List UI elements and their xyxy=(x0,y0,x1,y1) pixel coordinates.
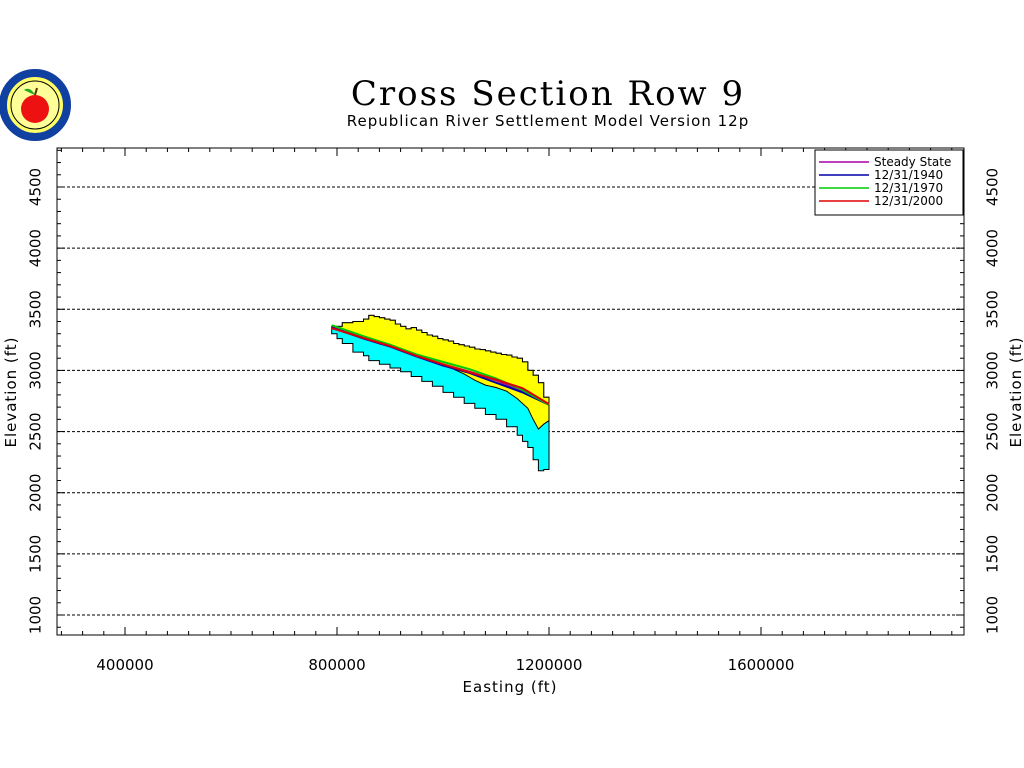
legend-label-2: 12/31/1940 xyxy=(874,168,943,182)
y-tick-label-left: 4000 xyxy=(27,229,45,267)
y-tick-label-right: 2500 xyxy=(984,412,1002,450)
legend-box xyxy=(814,149,964,216)
legend: Steady State12/31/194012/31/197012/31/20… xyxy=(814,149,964,216)
seal-logo-icon xyxy=(0,69,71,141)
plot-area: 1000 1000 1500 1500 2000 2000 2500 2500 3000 3000… xyxy=(27,147,1002,674)
legend-label-1: Steady State xyxy=(874,155,951,169)
y-tick-label-left: 2500 xyxy=(27,412,45,450)
plot-frame xyxy=(56,147,965,636)
chart-subtitle: Republican River Settlement Model Versio… xyxy=(347,112,749,130)
y-tick-label-right: 3500 xyxy=(984,290,1002,328)
y-tick-label-right: 4000 xyxy=(984,229,1002,267)
x-tick-label: 400000 xyxy=(96,656,153,674)
x-tick-label: 800000 xyxy=(308,656,365,674)
y-tick-label-left: 2000 xyxy=(27,474,45,512)
y-tick-label-left: 4500 xyxy=(27,168,45,206)
x-tick-label: 1200000 xyxy=(516,656,583,674)
y-tick-label-right: 1500 xyxy=(984,535,1002,573)
legend-label-4: 12/31/2000 xyxy=(874,194,943,208)
y-tick-label-left: 3500 xyxy=(27,290,45,328)
legend-label-3: 12/31/1970 xyxy=(874,181,943,195)
x-tick-label: 1600000 xyxy=(728,656,795,674)
y-tick-label-right: 2000 xyxy=(984,474,1002,512)
y-tick-label-right: 4500 xyxy=(984,168,1002,206)
x-axis-label: Easting (ft) xyxy=(463,678,558,696)
y-tick-label-left: 1000 xyxy=(27,596,45,634)
y-tick-label-left: 1500 xyxy=(27,535,45,573)
y-axis-label-left: Elevation (ft) xyxy=(2,336,20,447)
y-tick-label-right: 3000 xyxy=(984,351,1002,389)
y-tick-label-left: 3000 xyxy=(27,351,45,389)
y-tick-label-right: 1000 xyxy=(984,596,1002,634)
y-axis-label-right: Elevation (ft) xyxy=(1007,336,1024,447)
series-line-4 xyxy=(331,327,550,405)
chart-title: Cross Section Row 9 xyxy=(351,74,745,114)
